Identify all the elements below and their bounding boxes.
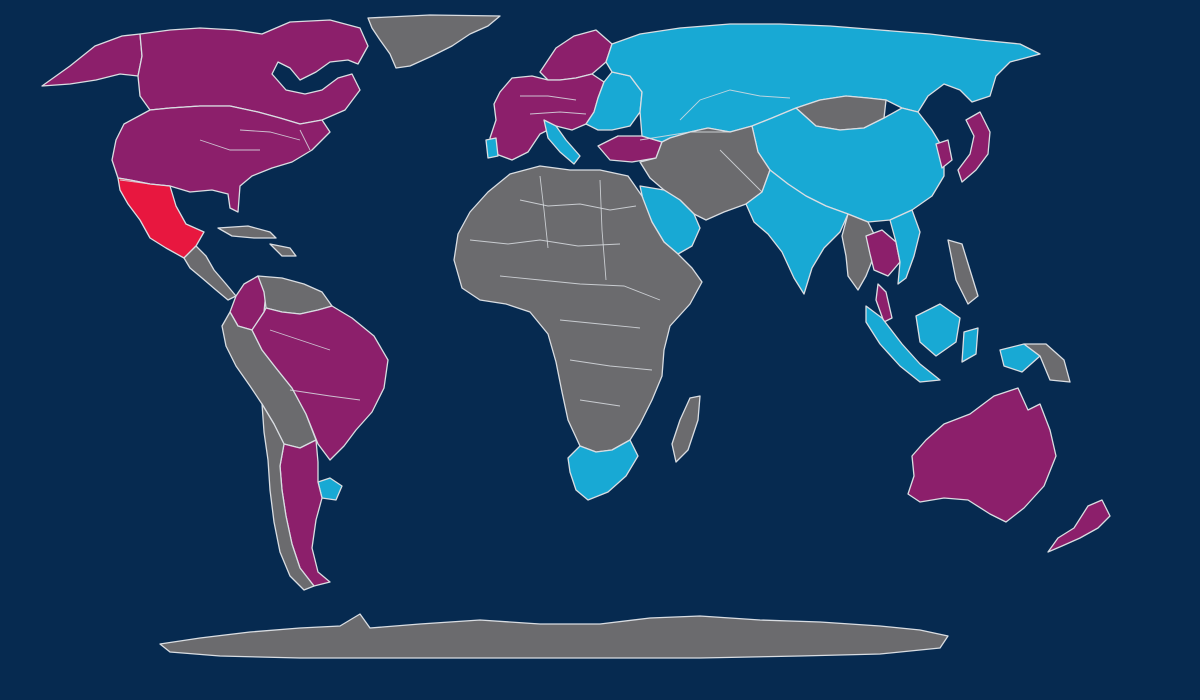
region-madagascar[interactable] [671, 395, 701, 463]
region-brazil[interactable] [251, 305, 389, 461]
region-australia[interactable] [907, 387, 1057, 523]
region-caribbean[interactable] [217, 225, 297, 257]
region-italy[interactable] [543, 119, 581, 165]
region-africa[interactable] [453, 165, 703, 453]
region-new-zealand[interactable] [1047, 499, 1111, 553]
region-india[interactable] [745, 169, 849, 295]
region-europe[interactable] [489, 73, 605, 161]
region-indonesia[interactable] [865, 303, 1041, 383]
region-korea[interactable] [935, 139, 953, 169]
region-central-america[interactable] [183, 245, 237, 301]
region-philippines[interactable] [947, 239, 979, 305]
region-portugal[interactable] [485, 137, 499, 159]
region-south-africa[interactable] [567, 439, 639, 501]
region-thailand-cambodia[interactable] [865, 229, 901, 323]
region-chile[interactable] [261, 403, 315, 591]
region-antarctica[interactable] [159, 613, 949, 659]
region-vietnam[interactable] [889, 209, 921, 285]
region-scandinavia[interactable] [539, 29, 613, 81]
region-turkey[interactable] [597, 135, 663, 163]
region-alaska[interactable] [41, 33, 143, 87]
region-japan[interactable] [957, 111, 991, 183]
country-borders [119, 89, 791, 407]
region-southeast-asia-west[interactable] [841, 213, 877, 291]
region-greenland[interactable] [367, 14, 501, 69]
region-new-guinea[interactable] [1023, 343, 1071, 383]
